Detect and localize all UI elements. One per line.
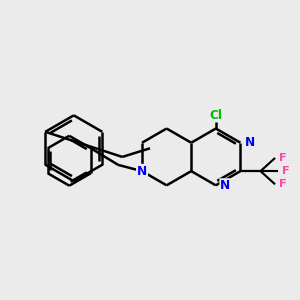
Text: N: N: [244, 136, 255, 149]
Text: F: F: [282, 166, 290, 176]
Text: F: F: [279, 179, 287, 189]
Text: N: N: [220, 179, 230, 192]
Text: F: F: [279, 153, 287, 163]
Text: Cl: Cl: [209, 109, 222, 122]
Text: N: N: [137, 165, 147, 178]
